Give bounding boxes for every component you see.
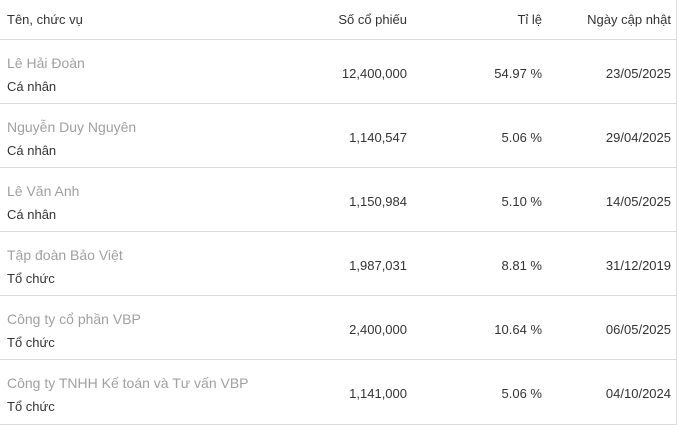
header-name-role[interactable]: Tên, chức vụ	[7, 12, 83, 27]
shareholder-name[interactable]: Công ty TNHH Kế toán và Tư vấn VBP	[7, 375, 249, 391]
header-shares[interactable]: Số cổ phiếu	[338, 12, 407, 27]
shareholder-name[interactable]: Lê Văn Anh	[7, 183, 80, 199]
ratio-value: 8.81 %	[501, 258, 542, 273]
ratio-value: 5.10 %	[501, 194, 542, 209]
header-updated[interactable]: Ngày cập nhật	[587, 12, 671, 27]
shares-value: 1,150,984	[349, 194, 407, 209]
updated-date: 04/10/2024	[605, 386, 671, 401]
shares-value: 1,987,031	[349, 258, 407, 273]
shareholder-role: Cá nhân	[7, 79, 57, 94]
shares-value: 1,141,000	[349, 386, 407, 401]
table-row[interactable]: Lê Văn Anh Cá nhân 1,150,984 5.10 % 14/0…	[0, 168, 677, 232]
shareholder-name[interactable]: Lê Hải Đoàn	[7, 55, 85, 71]
updated-date: 29/04/2025	[605, 130, 671, 145]
ratio-value: 5.06 %	[501, 386, 542, 401]
table-row[interactable]: Công ty TNHH Kế toán và Tư vấn VBP Tổ ch…	[0, 360, 677, 425]
ratio-value: 10.64 %	[494, 322, 542, 337]
table-row[interactable]: Nguyễn Duy Nguyên Cá nhân 1,140,547 5.06…	[0, 104, 677, 168]
shareholder-role: Tổ chức	[7, 335, 55, 350]
header-ratio[interactable]: Tỉ lệ	[517, 12, 542, 27]
ratio-value: 5.06 %	[501, 130, 542, 145]
updated-date: 23/05/2025	[605, 66, 671, 81]
shareholder-name[interactable]: Tập đoàn Bảo Việt	[7, 247, 123, 263]
shares-value: 2,400,000	[349, 322, 407, 337]
updated-date: 06/05/2025	[605, 322, 671, 337]
shareholder-name[interactable]: Công ty cổ phần VBP	[7, 311, 141, 327]
table-header: Tên, chức vụ Số cổ phiếu Tỉ lệ Ngày cập …	[0, 0, 677, 40]
shareholder-role: Cá nhân	[7, 207, 57, 222]
ratio-value: 54.97 %	[494, 66, 542, 81]
table-row[interactable]: Lê Hải Đoàn Cá nhân 12,400,000 54.97 % 2…	[0, 40, 677, 104]
shareholder-role: Cá nhân	[7, 143, 57, 158]
shareholder-role: Tổ chức	[7, 271, 55, 286]
shareholder-name[interactable]: Nguyễn Duy Nguyên	[7, 119, 137, 135]
shares-value: 12,400,000	[341, 66, 407, 81]
shares-value: 1,140,547	[349, 130, 407, 145]
table-row[interactable]: Tập đoàn Bảo Việt Tổ chức 1,987,031 8.81…	[0, 232, 677, 296]
table-row[interactable]: Công ty cổ phần VBP Tổ chức 2,400,000 10…	[0, 296, 677, 360]
updated-date: 14/05/2025	[605, 194, 671, 209]
updated-date: 31/12/2019	[605, 258, 671, 273]
shareholder-role: Tổ chức	[7, 399, 55, 414]
